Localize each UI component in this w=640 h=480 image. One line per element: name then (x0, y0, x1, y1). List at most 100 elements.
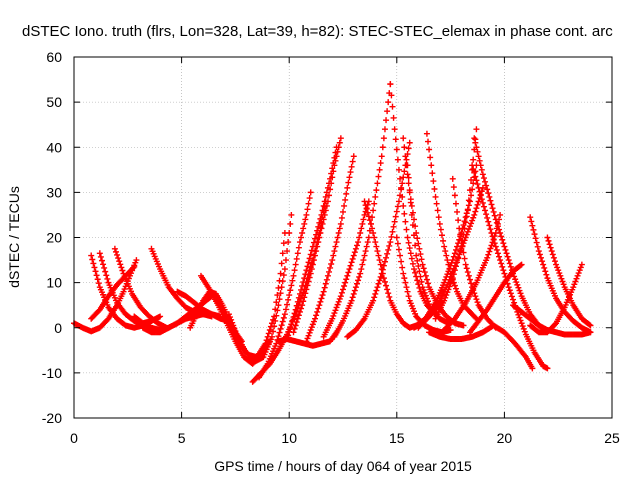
data-point (508, 293, 515, 300)
data-point (404, 162, 411, 169)
data-point (279, 250, 286, 257)
data-point (488, 242, 495, 249)
data-point (303, 211, 310, 218)
data-point (404, 234, 411, 241)
data-point (359, 220, 366, 227)
chart-title: dSTEC Iono. truth (flrs, Lon=328, Lat=39… (22, 23, 613, 40)
data-point (326, 268, 333, 275)
data-point (365, 234, 372, 241)
data-point (314, 227, 321, 234)
data-point (376, 257, 383, 264)
data-point (366, 227, 373, 234)
data-point (332, 243, 339, 250)
data-point (443, 292, 450, 299)
data-point (304, 206, 311, 213)
data-point (299, 302, 306, 309)
data-point (455, 240, 462, 247)
data-point (280, 272, 287, 279)
data-point (539, 258, 546, 265)
data-point (468, 220, 475, 227)
data-point (302, 216, 309, 223)
data-point (549, 251, 556, 258)
data-point (472, 314, 479, 321)
data-point (321, 284, 328, 291)
data-point (474, 299, 481, 306)
data-point (457, 231, 464, 238)
data-point (300, 279, 307, 286)
data-point (415, 263, 422, 270)
data-point (490, 208, 497, 215)
data-point (518, 261, 525, 268)
data-point (470, 180, 477, 187)
data-point (450, 271, 457, 278)
data-point (391, 126, 398, 133)
data-point (500, 267, 507, 274)
data-point (465, 272, 472, 279)
data-point (555, 267, 562, 274)
data-point (282, 306, 289, 313)
data-point (284, 248, 291, 255)
data-point (461, 255, 468, 262)
data-point (469, 162, 476, 169)
data-point (298, 305, 305, 312)
data-point (330, 168, 337, 175)
y-tick-label: 0 (54, 320, 62, 336)
data-point (383, 282, 390, 289)
data-point (516, 287, 523, 294)
data-point (312, 252, 319, 259)
data-point (414, 257, 421, 264)
data-point (384, 250, 391, 257)
data-point (312, 235, 319, 242)
data-point (372, 239, 379, 246)
data-point (406, 245, 413, 252)
data-point (308, 260, 315, 267)
y-tick-label: -10 (42, 365, 62, 381)
data-point (344, 184, 351, 191)
data-point (350, 290, 357, 297)
data-point (435, 214, 442, 221)
data-point (314, 308, 321, 315)
data-point (510, 296, 517, 303)
data-point (407, 199, 414, 206)
data-point (401, 275, 408, 282)
data-point (490, 236, 497, 243)
data-point (369, 214, 376, 221)
data-point (423, 130, 430, 137)
data-point (459, 243, 466, 250)
data-point (130, 264, 137, 271)
data-point (309, 321, 316, 328)
data-point (412, 242, 419, 249)
data-point (483, 211, 490, 218)
data-point (499, 263, 506, 270)
data-point (413, 252, 420, 259)
data-point (405, 145, 412, 152)
data-point (323, 189, 330, 196)
data-point (473, 144, 480, 151)
data-point (319, 220, 326, 227)
data-point (542, 268, 549, 275)
x-tick-label: 0 (70, 430, 78, 446)
data-point (487, 197, 494, 204)
data-point (324, 272, 331, 279)
x-tick-label: 5 (178, 430, 186, 446)
data-point (575, 270, 582, 277)
data-point (487, 226, 494, 233)
data-point (383, 117, 390, 124)
data-point (356, 273, 363, 280)
data-point (437, 226, 444, 233)
data-point (570, 284, 577, 291)
data-point (404, 288, 411, 295)
data-point (364, 209, 371, 216)
data-point (398, 186, 405, 193)
data-point (285, 296, 292, 303)
data-point (279, 278, 286, 285)
x-tick-label: 20 (497, 430, 513, 446)
data-point (265, 330, 272, 337)
data-point (361, 252, 368, 259)
data-point (447, 280, 454, 287)
data-point (377, 160, 384, 167)
data-point (412, 269, 419, 276)
data-point (506, 287, 513, 294)
data-point (544, 234, 551, 241)
data-point (290, 329, 297, 336)
